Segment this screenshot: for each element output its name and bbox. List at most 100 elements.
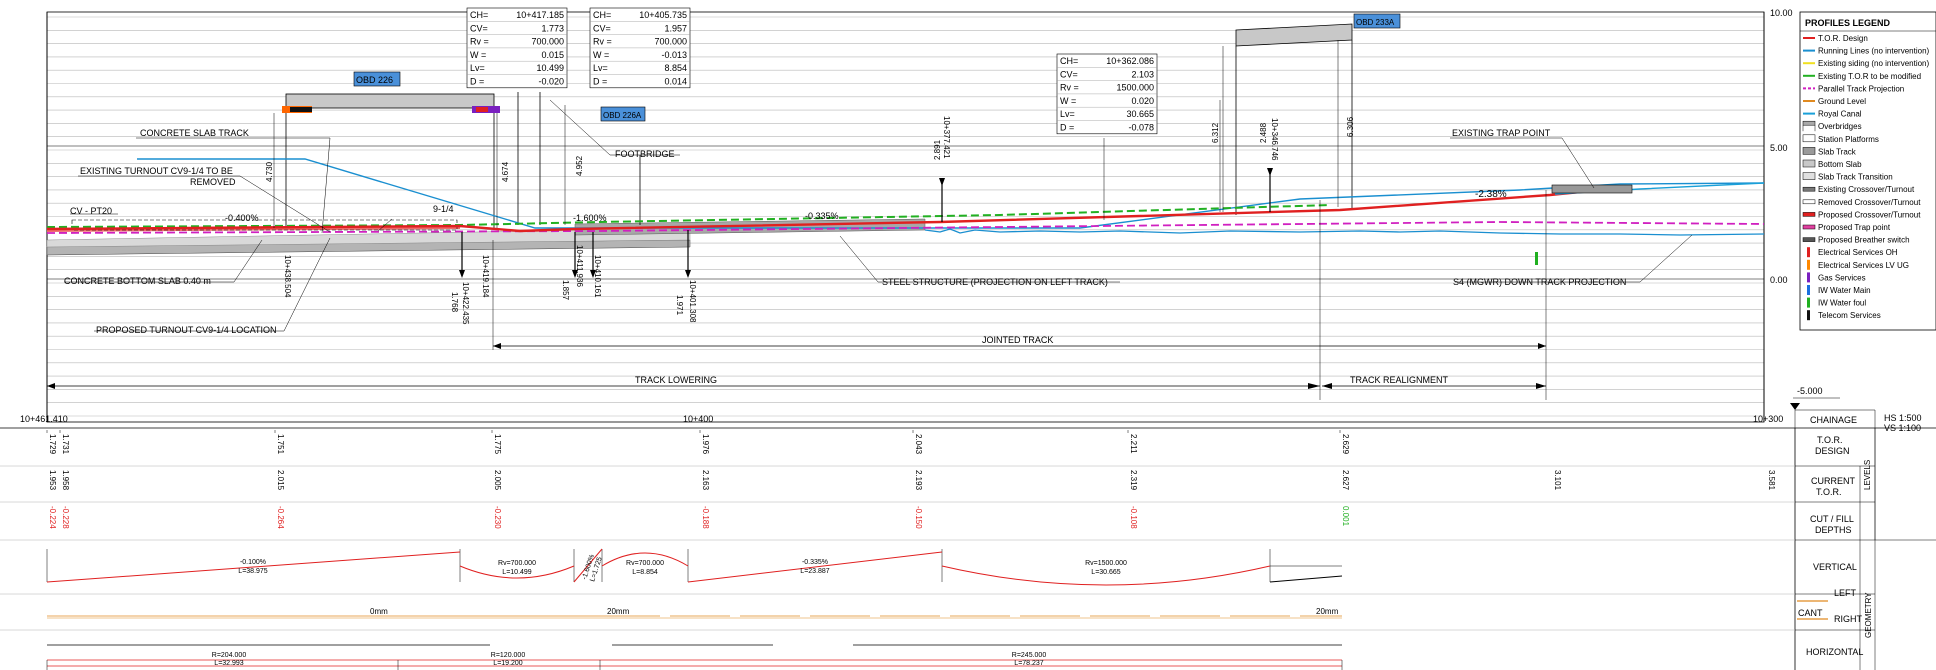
tor-design-value: 1.731 [61, 434, 70, 455]
current-tor-value: 2.163 [701, 470, 710, 491]
vgeo-length: L=30.665 [1091, 569, 1120, 576]
trap-point [1551, 184, 1633, 194]
curve-box-key: CV= [593, 23, 611, 33]
curve-box-key: Lv= [593, 63, 608, 73]
legend-item-label: Proposed Breather switch [1818, 236, 1910, 245]
cant-20mm-a: 20mm [607, 607, 630, 616]
curve-box-value: 8.854 [664, 63, 687, 73]
extent-arrows [47, 190, 1547, 400]
vdim-3: 4.952 [575, 155, 584, 176]
pt-level-1: 1.768 [450, 292, 459, 313]
curve-box-key: D = [470, 77, 484, 87]
tor-design-value: 2.629 [1341, 434, 1350, 455]
band-cant-left: LEFT [1834, 588, 1857, 598]
tor-design-value: 1.751 [276, 434, 285, 455]
profiles-legend: T.O.R. Design Running Lines (no intervent… [1799, 11, 1936, 331]
current-tor-value: 2.627 [1341, 470, 1350, 491]
band-vertical: VERTICAL [1813, 562, 1857, 572]
vgeo-label: Rv=700.000 [626, 560, 664, 567]
hgeo-label: R=204.000 [212, 652, 247, 659]
curve-box-key: Rv = [470, 37, 489, 47]
curve-box-value: 0.014 [664, 77, 687, 87]
cant-20mm-b: 20mm [1316, 607, 1339, 616]
curve-box-value: 700.000 [531, 37, 564, 47]
curve-box-key: CH= [593, 10, 611, 20]
legend-item-label: Ground Level [1818, 97, 1866, 106]
parallel-track-line [46, 221, 1765, 234]
band-current-tor-2: T.O.R. [1816, 487, 1842, 497]
obd226-label: OBD 226 [356, 75, 393, 85]
tor-design-value: 1.729 [48, 434, 57, 455]
legend-item-label: Existing Crossover/Turnout [1818, 185, 1915, 194]
legend-item-label: IW Water foul [1818, 299, 1866, 308]
legend-item-label: Existing siding (no intervention) [1818, 59, 1930, 68]
pt-chainage-1: 10+438.504 [283, 255, 292, 298]
tor-design-value: 2.043 [914, 434, 923, 455]
vgeo-length: L=8.854 [632, 569, 658, 576]
vdim-6: 2.488 [1259, 122, 1268, 143]
chainage-label-end: 10+300 [1753, 414, 1783, 424]
band-current-tor-1: CURRENT [1811, 476, 1856, 486]
curve-box-key: Lv= [470, 63, 485, 73]
pt-chainage-7: 10+377.421 [942, 116, 951, 159]
curve-box-value: 10+362.086 [1106, 56, 1154, 66]
vgeo-label: -0.335% [802, 559, 828, 566]
vdim-5: 6.312 [1211, 122, 1220, 143]
cut-fill-value: -0.224 [48, 506, 57, 529]
vgeo-length: L=38.975 [238, 568, 267, 575]
vgeo-length: L=10.499 [502, 569, 531, 576]
band-scale-hs: HS 1:500 [1884, 413, 1922, 423]
cut-fill-value: -0.108 [1129, 506, 1138, 529]
curve-box-1: CH= 10+417.185 CV= 1.773 Rv = 700.000 W = 0.015… [466, 7, 568, 89]
curve-box-value: 0.020 [1131, 96, 1154, 106]
curve-box-value: 1.773 [541, 23, 564, 33]
legend-item-label: Electrical Services LV UG [1818, 261, 1909, 270]
curve-box-3: CH= 10+362.086 CV= 2.103 Rv = 1500.000 W = 0.02… [1056, 53, 1158, 135]
curve-box-key: W = [470, 50, 486, 60]
hgeo-length: L=32.993 [214, 660, 243, 667]
pt-level-2: 1.857 [561, 280, 570, 301]
cut-fill-value: -0.150 [914, 506, 923, 529]
legend-item-label: Gas Services [1818, 273, 1866, 282]
vgeo-label: -0.100% [240, 559, 266, 566]
existing-tor-line [46, 204, 1331, 228]
band-tor-design-1: T.O.R. [1817, 435, 1843, 445]
tor-design-line [46, 186, 1621, 233]
current-tor-value: 2.193 [914, 470, 923, 491]
vgeo-label: Rv=1500.000 [1085, 560, 1127, 567]
band-cutfill-2: DEPTHS [1815, 525, 1852, 535]
note-track-lowering: TRACK LOWERING [635, 375, 717, 385]
current-tor-value: 3.101 [1553, 470, 1562, 491]
curve-box-value: -0.020 [538, 77, 564, 87]
water-foul-mark [1535, 252, 1538, 265]
vdim-4: 2.891 [933, 139, 942, 160]
pt-chainage-5: 10+410.161 [593, 255, 602, 298]
cant-0mm: 0mm [370, 607, 388, 616]
note-existing-turnout-1: EXISTING TURNOUT CV9-1/4 TO BE [80, 166, 233, 176]
legend-item-label: Slab Track Transition [1818, 173, 1893, 182]
hgeo-length: L=78.237 [1014, 660, 1043, 667]
cut-fill-value: -0.264 [276, 506, 285, 529]
chainage-label-start: 10+461.410 [20, 414, 68, 424]
legend-item-label: T.O.R. Design [1818, 34, 1868, 43]
legend-item-label: Existing T.O.R to be modified [1818, 72, 1921, 81]
legend-item-label: Proposed Crossover/Turnout [1818, 210, 1921, 219]
pt-chainage-3: 10+419.184 [481, 255, 490, 298]
band-scale-vs: VS 1:100 [1884, 423, 1921, 433]
vgeo-length: L=23.887 [800, 568, 829, 575]
note-s4-projection: S4 (MGWR) DOWN TRACK PROJECTION [1453, 277, 1626, 287]
note-track-realignment: TRACK REALIGNMENT [1350, 375, 1449, 385]
curve-box-key: W = [1060, 96, 1076, 106]
obd226-tag [353, 71, 401, 87]
point-markers [459, 100, 1273, 278]
tor-design-value: 2.211 [1129, 434, 1138, 454]
band-cutfill-1: CUT / FILL [1810, 514, 1854, 524]
horizontal-geometry-band [46, 644, 1343, 670]
band-tor-design-2: DESIGN [1815, 446, 1850, 456]
elevation-label-5: 5.00 [1770, 143, 1788, 153]
curve-box-key: Lv= [1060, 109, 1075, 119]
curve-box-value: -0.013 [661, 50, 687, 60]
band-chainage: CHAINAGE [1810, 415, 1857, 425]
vertical-geometry-band [46, 548, 1343, 586]
cut-fill-value: -0.228 [61, 506, 70, 529]
